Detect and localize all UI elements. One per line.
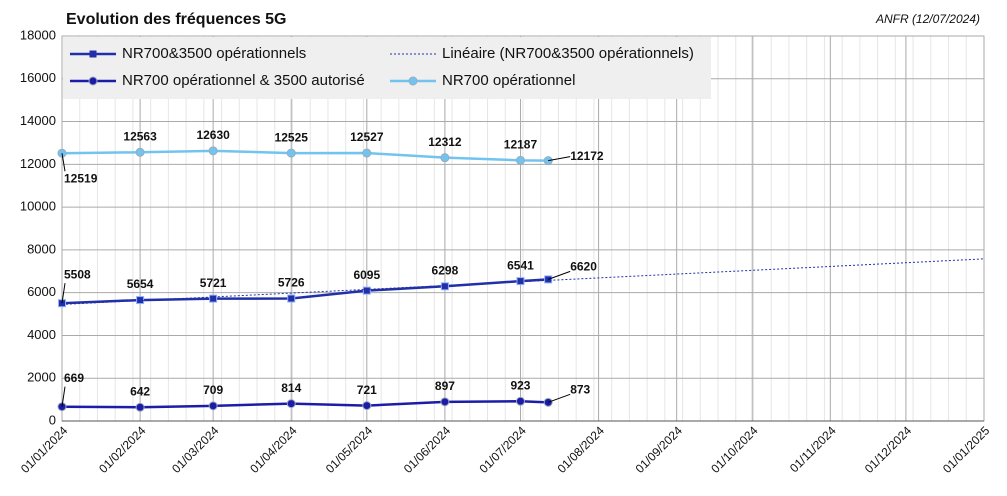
marker: [515, 155, 525, 165]
value-label: 642: [130, 384, 150, 398]
marker: [286, 399, 296, 409]
marker: [362, 286, 371, 295]
legend-marker: [408, 76, 418, 86]
value-label: 12563: [123, 129, 157, 143]
value-label: 12312: [428, 135, 462, 149]
x-tick-label: 01/01/2025: [940, 423, 993, 476]
x-tick-label: 01/05/2024: [323, 423, 376, 476]
marker: [362, 148, 372, 158]
x-tick-label: 01/12/2024: [862, 423, 915, 476]
x-tick-label: 01/01/2024: [18, 423, 71, 476]
x-tick-label: 01/04/2024: [247, 423, 300, 476]
chart-title: Evolution des fréquences 5G: [66, 11, 287, 28]
value-label: 5721: [200, 276, 227, 290]
marker: [287, 294, 296, 303]
value-label: 5726: [278, 276, 305, 290]
marker: [515, 396, 525, 406]
value-label: 6620: [570, 260, 597, 274]
value-label: 721: [357, 383, 377, 397]
value-label: 12525: [275, 130, 309, 144]
value-label: 897: [435, 379, 455, 393]
leader-line: [61, 283, 66, 304]
marker: [208, 146, 218, 156]
legend-marker: [89, 50, 97, 58]
y-tick-label: 8000: [27, 241, 56, 256]
legend-marker: [88, 76, 98, 86]
legend-label: NR700 opérationnel: [442, 72, 575, 89]
value-label: 12519: [64, 171, 98, 185]
marker: [135, 147, 145, 157]
value-label: 873: [570, 382, 590, 396]
y-tick-label: 10000: [20, 199, 56, 214]
value-label: 709: [203, 383, 223, 397]
leader-line: [548, 270, 571, 280]
marker: [209, 294, 218, 303]
leader-line: [61, 153, 66, 172]
leader-line: [548, 393, 571, 403]
x-tick-label: 01/06/2024: [401, 423, 454, 476]
marker: [440, 153, 450, 163]
value-label: 669: [64, 371, 84, 385]
series-line: [61, 278, 549, 305]
marker: [135, 402, 145, 412]
x-tick-label: 01/02/2024: [96, 423, 149, 476]
value-label: 12187: [504, 138, 538, 152]
value-label: 5508: [64, 267, 91, 281]
y-tick-label: 2000: [27, 370, 56, 385]
legend-label: NR700 opérationnel & 3500 autorisé: [122, 72, 365, 89]
marker: [440, 397, 450, 407]
leader-line: [61, 386, 66, 407]
value-label: 12527: [350, 130, 384, 144]
series-line: [61, 258, 985, 305]
x-tick-label: 01/03/2024: [169, 423, 222, 476]
marker: [440, 282, 449, 291]
marker: [516, 277, 525, 286]
marker: [208, 401, 218, 411]
legend-box: [63, 37, 711, 99]
y-tick-label: 18000: [20, 27, 56, 42]
series-line: [61, 149, 549, 162]
x-tick-label: 01/08/2024: [555, 423, 608, 476]
y-tick-label: 6000: [27, 284, 56, 299]
y-tick-label: 14000: [20, 113, 56, 128]
marker: [362, 401, 372, 411]
y-tick-label: 16000: [20, 70, 56, 85]
x-tick-label: 01/07/2024: [476, 423, 529, 476]
value-label: 814: [281, 381, 301, 395]
source-note: ANFR (12/07/2024): [875, 12, 980, 26]
leader-line: [548, 156, 571, 162]
value-label: 5654: [127, 277, 154, 291]
value-label: 12630: [196, 128, 230, 142]
value-label: 12172: [570, 149, 604, 163]
x-tick-label: 01/11/2024: [787, 423, 839, 475]
marker: [286, 148, 296, 158]
value-label: 923: [510, 378, 530, 392]
y-tick-label: 0: [49, 412, 56, 427]
value-label: 6298: [432, 263, 459, 277]
y-tick-label: 4000: [27, 327, 56, 342]
value-label: 6541: [507, 258, 534, 272]
x-tick-label: 01/10/2024: [708, 423, 761, 476]
series-line: [61, 400, 549, 409]
x-tick-label: 01/09/2024: [633, 423, 686, 476]
y-tick-label: 12000: [20, 156, 56, 171]
legend-label: NR700&3500 opérationnels: [122, 45, 306, 62]
legend-label: Linéaire (NR700&3500 opérationnels): [442, 45, 694, 62]
value-label: 6095: [353, 268, 380, 282]
